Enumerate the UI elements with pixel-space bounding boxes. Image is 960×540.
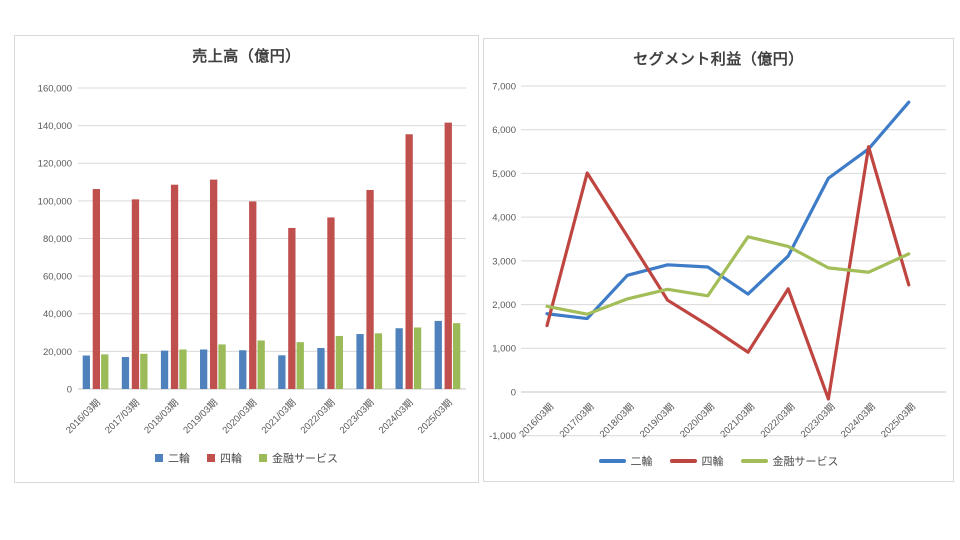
svg-text:2023/03期: 2023/03期 [338, 397, 377, 436]
yonrin-swatch-icon [207, 454, 215, 462]
legend-item-nirin: 二輪 [598, 453, 653, 469]
svg-text:40,000: 40,000 [43, 309, 72, 320]
nirin-swatch-icon [155, 454, 163, 462]
svg-text:2017/03期: 2017/03期 [103, 397, 142, 436]
svg-text:-1,000: -1,000 [489, 431, 516, 442]
svg-text:2018/03期: 2018/03期 [598, 401, 637, 440]
legend-item-yonrin: 四輪 [669, 453, 724, 469]
legend-item-yonrin: 四輪 [207, 450, 242, 466]
kinyu-line-swatch-icon [740, 459, 768, 463]
svg-text:2021/03期: 2021/03期 [718, 401, 757, 440]
svg-text:2021/03期: 2021/03期 [260, 397, 299, 436]
svg-text:1,000: 1,000 [492, 344, 516, 355]
svg-text:2025/03期: 2025/03期 [416, 397, 455, 436]
svg-text:4,000: 4,000 [492, 213, 516, 224]
svg-text:2020/03期: 2020/03期 [220, 397, 259, 436]
sales-bar-plot: 0 20,000 40,000 60,000 80,000 100,000 120,000 1… [38, 83, 466, 436]
svg-text:120,000: 120,000 [38, 159, 72, 170]
svg-text:0: 0 [511, 387, 516, 398]
svg-text:2020/03期: 2020/03期 [678, 401, 717, 440]
svg-text:2024/03期: 2024/03期 [377, 397, 416, 436]
sales-chart-panel: 売上高（億円） 0 20,000 40,000 60,000 80,000 100,000… [14, 35, 479, 483]
legend-label: 二輪 [630, 456, 653, 468]
kinyu-swatch-icon [259, 454, 267, 462]
legend-label: 四輪 [220, 453, 242, 465]
nirin-line-swatch-icon [598, 459, 626, 463]
svg-text:0: 0 [67, 384, 72, 395]
svg-text:2016/03期: 2016/03期 [64, 397, 103, 436]
svg-text:80,000: 80,000 [43, 234, 72, 245]
svg-text:2024/03期: 2024/03期 [839, 401, 878, 440]
svg-text:7,000: 7,000 [492, 81, 516, 92]
sales-chart-title: 売上高（億円） [192, 48, 301, 65]
svg-text:2017/03期: 2017/03期 [558, 401, 597, 440]
svg-text:2022/03期: 2022/03期 [299, 397, 338, 436]
svg-text:2019/03期: 2019/03期 [638, 401, 677, 440]
legend-item-kinyu: 金融サービス [259, 450, 338, 466]
legend-label: 四輪 [701, 456, 724, 468]
svg-text:2022/03期: 2022/03期 [759, 401, 798, 440]
svg-text:2025/03期: 2025/03期 [879, 401, 918, 440]
svg-text:60,000: 60,000 [43, 272, 72, 283]
profit-line-plot: -1,000 0 1,000 2,000 3,000 4,000 5,000 6,000 7,0… [489, 81, 946, 442]
sales-legend: 二輪 四輪 金融サービス [15, 450, 478, 466]
svg-text:100,000: 100,000 [38, 196, 72, 207]
legend-item-kinyu: 金融サービス [740, 453, 839, 469]
svg-text:2016/03期: 2016/03期 [517, 401, 556, 440]
svg-text:160,000: 160,000 [38, 83, 72, 94]
svg-text:3,000: 3,000 [492, 256, 516, 267]
profit-legend: 二輪 四輪 金融サービス [484, 453, 953, 469]
svg-text:2018/03期: 2018/03期 [142, 397, 181, 436]
svg-text:6,000: 6,000 [492, 125, 516, 136]
legend-label: 金融サービス [272, 453, 338, 465]
svg-text:20,000: 20,000 [43, 347, 72, 358]
legend-label: 二輪 [168, 453, 190, 465]
profit-chart-title: セグメント利益（億円） [633, 51, 804, 68]
svg-text:2019/03期: 2019/03期 [181, 397, 220, 436]
legend-item-nirin: 二輪 [155, 450, 190, 466]
yonrin-line-swatch-icon [669, 459, 697, 463]
svg-text:2023/03期: 2023/03期 [799, 401, 838, 440]
svg-text:5,000: 5,000 [492, 169, 516, 180]
svg-text:2,000: 2,000 [492, 300, 516, 311]
legend-label: 金融サービス [772, 456, 839, 468]
svg-text:140,000: 140,000 [38, 121, 72, 132]
profit-chart-panel: セグメント利益（億円） -1,000 0 1,000 2,000 3,000 4,000 5… [483, 38, 954, 482]
